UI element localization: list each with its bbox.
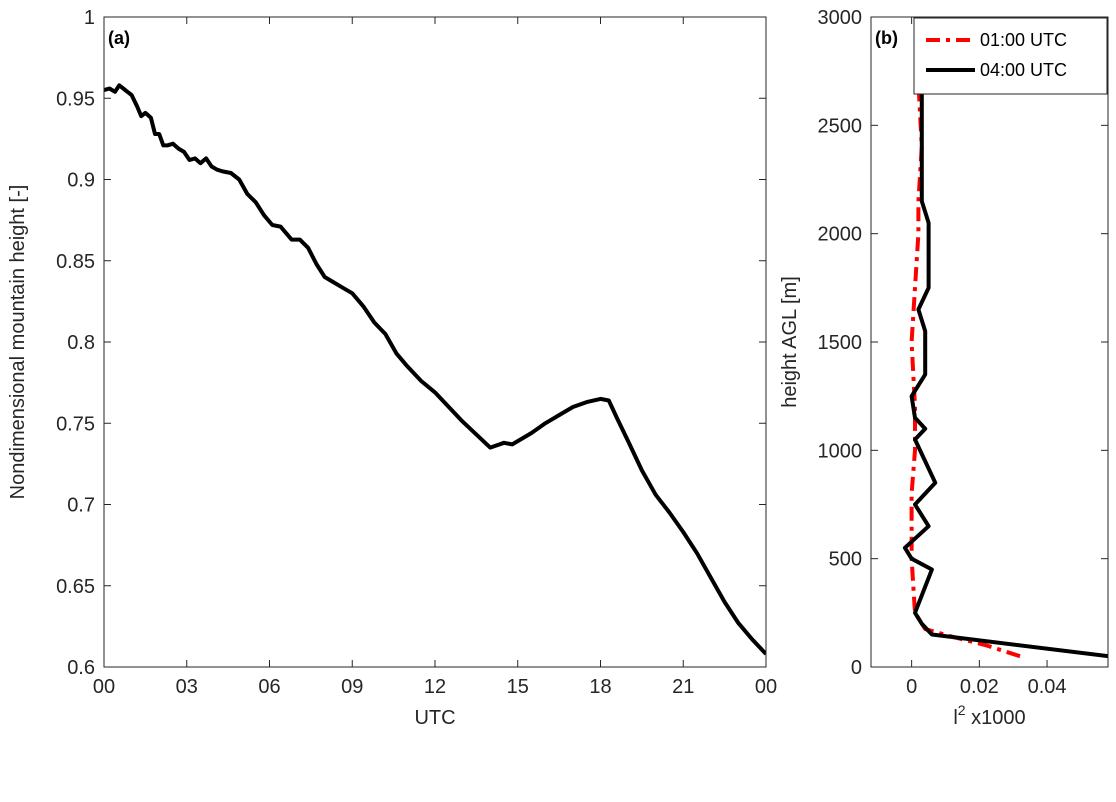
panel-a: 00 03 06 09 12 15 18 21 000.60.650.70.750.80.850… xyxy=(7,7,777,729)
y-tick-label: 0.9 xyxy=(67,170,95,192)
y-tick-label: 0.95 xyxy=(56,88,95,110)
y-tick-label: 0.65 xyxy=(56,576,95,598)
legend-label-04utc: 04:00 UTC xyxy=(980,60,1067,80)
panel-b-y-axis-label: height AGL [m] xyxy=(779,276,801,408)
x-label-superscript: 2 xyxy=(958,702,966,718)
y-tick-label: 0 xyxy=(851,657,862,679)
y-tick-label: 2500 xyxy=(818,115,863,137)
x-tick-label: 09 xyxy=(341,676,363,698)
legend: 01:00 UTC 04:00 UTC xyxy=(913,17,1108,95)
legend-label-01utc: 01:00 UTC xyxy=(980,30,1067,50)
x-tick-label: 06 xyxy=(258,676,280,698)
panel-a-series xyxy=(104,83,766,656)
x-tick-label: 00 xyxy=(755,676,777,698)
panel-b-label: (b) xyxy=(875,28,898,48)
x-tick-label: 12 xyxy=(424,676,446,698)
y-tick-label: 0.8 xyxy=(67,332,95,354)
x-tick-label: 00 xyxy=(93,676,115,698)
panel-b-ticks: 0 0.02 0.04 0 500 1000 1500 2000 2500 3000 xyxy=(818,7,1108,698)
x-label-rest: x1000 xyxy=(966,707,1026,729)
panel-b-series xyxy=(902,27,1108,659)
panel-a-y-axis-label: Nondimensional mountain height [-] xyxy=(7,185,29,500)
y-tick-label: 1000 xyxy=(818,440,863,462)
panel-b-axes-box xyxy=(870,16,1109,668)
x-tick-label: 03 xyxy=(176,676,198,698)
panel-a-axes-box xyxy=(103,16,767,668)
x-label-base: l xyxy=(953,707,957,729)
series-line-b-0 xyxy=(909,27,1021,659)
y-tick-label: 0.7 xyxy=(67,495,95,517)
y-tick-label: 0.6 xyxy=(67,657,95,679)
x-tick-label: 15 xyxy=(507,676,529,698)
panel-b: 0 0.02 0.04 0 500 1000 1500 2000 2500 3000 (b) l2… xyxy=(779,7,1109,729)
x-tick-label: 18 xyxy=(589,676,611,698)
legend-box xyxy=(913,17,1108,95)
y-tick-label: 1500 xyxy=(818,332,863,354)
panel-a-ticks: 00 03 06 09 12 15 18 21 000.60.650.70.750.80.850… xyxy=(56,7,777,698)
y-tick-label: 0.85 xyxy=(56,251,95,273)
y-tick-label: 2000 xyxy=(818,224,863,246)
x-tick-label: 0 xyxy=(906,676,917,698)
y-tick-label: 0.75 xyxy=(56,413,95,435)
panel-a-label: (a) xyxy=(108,28,130,48)
series-line-a-0 xyxy=(104,83,766,656)
x-tick-label: 21 xyxy=(672,676,694,698)
y-tick-label: 500 xyxy=(829,549,862,571)
panel-a-x-axis-label: UTC xyxy=(414,707,455,729)
series-line-b-1 xyxy=(902,27,1108,659)
x-tick-label: 0.02 xyxy=(960,676,999,698)
panel-b-x-axis-label: l2 x1000 xyxy=(953,702,1025,729)
x-tick-label: 0.04 xyxy=(1028,676,1067,698)
y-tick-label: 1 xyxy=(84,7,95,29)
y-tick-label: 3000 xyxy=(818,7,863,29)
